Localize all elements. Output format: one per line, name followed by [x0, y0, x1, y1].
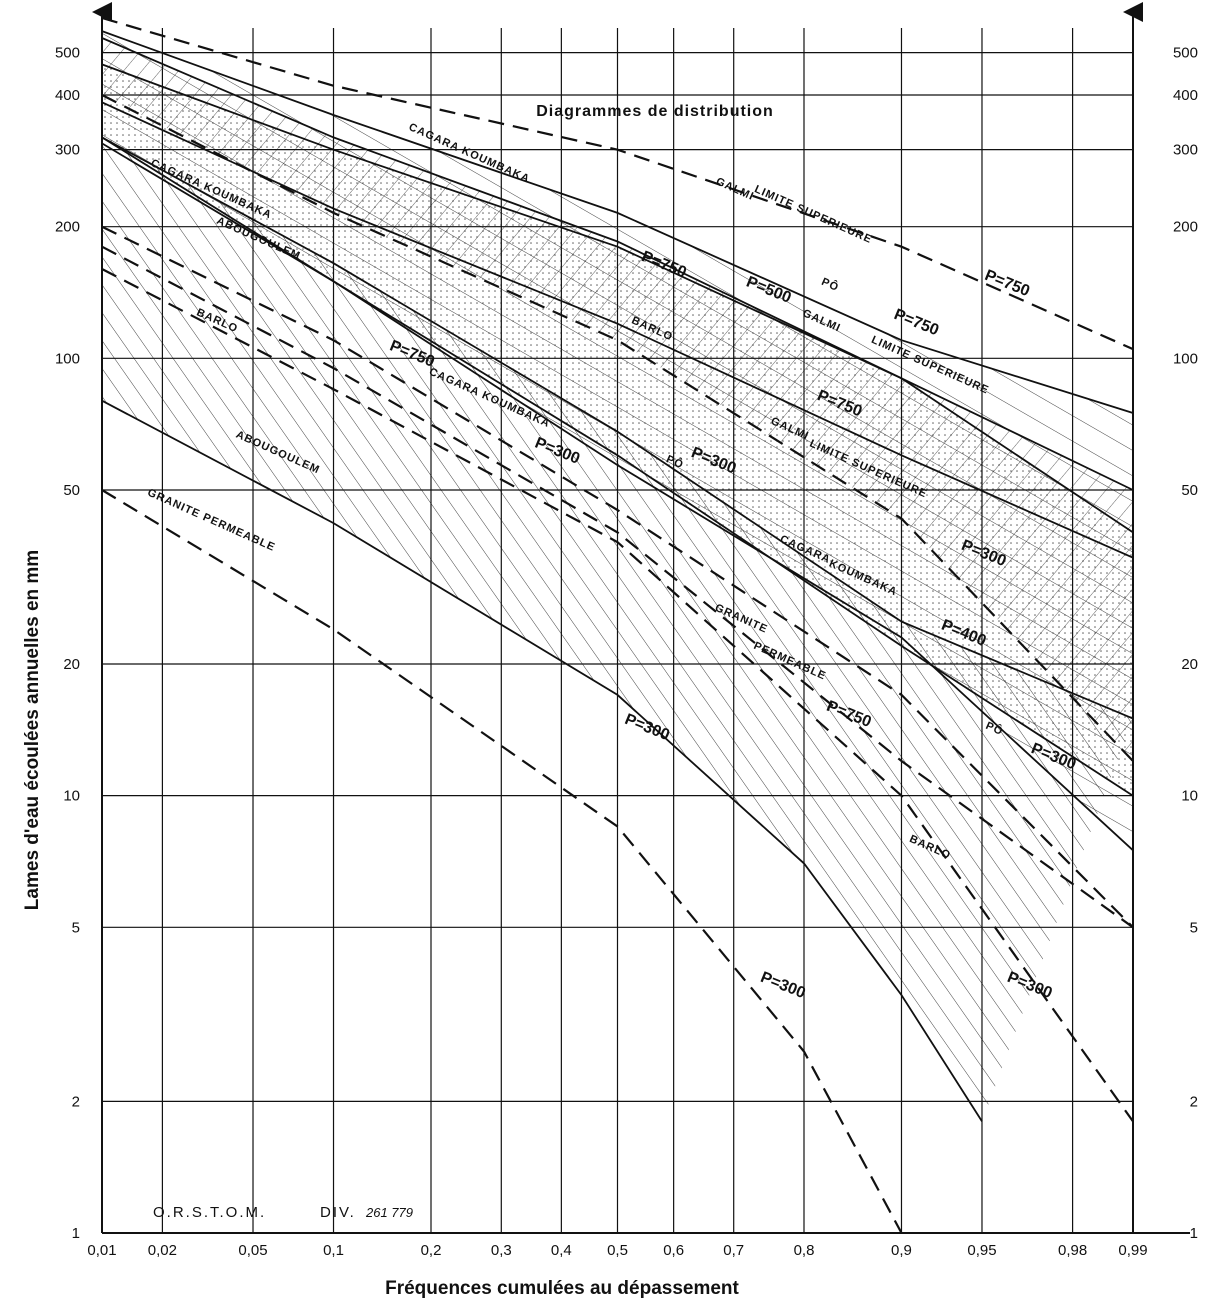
- y-tick-label-right: 20: [1181, 656, 1198, 673]
- y-tick-label-left: 500: [55, 45, 80, 62]
- y-tick-label-right: 1: [1190, 1225, 1198, 1242]
- x-tick-label: 0,99: [1118, 1242, 1147, 1259]
- curve-annotation: GRANITE PERMEABLE: [146, 487, 278, 554]
- series-line-7: [101, 30, 1134, 414]
- y-tick-label-left: 50: [63, 482, 80, 499]
- x-tick-label: 0,95: [967, 1242, 996, 1259]
- orstom-stamp: O.R.S.T.O.M. DIV. 261 779: [153, 1204, 413, 1221]
- y-tick-label-left: 10: [63, 788, 80, 805]
- y-tick-label-right: 10: [1181, 788, 1198, 805]
- series-line-14: [101, 489, 903, 1234]
- y-tick-label-left: 5: [72, 919, 80, 936]
- series-line-13: [101, 245, 1134, 929]
- y-tick-label-right: 5: [1190, 919, 1198, 936]
- x-tick-label: 0,6: [663, 1242, 684, 1259]
- series-line-10: [101, 268, 1134, 1123]
- stamp-ref: DIV.: [320, 1204, 356, 1221]
- x-tick-label: 0,1: [323, 1242, 344, 1259]
- y-tick-label-left: 400: [55, 87, 80, 104]
- x-tick-label: 0,7: [723, 1242, 744, 1259]
- curve-annotation: GALMI: [714, 176, 756, 203]
- y-tick-label-right: 100: [1173, 350, 1198, 367]
- x-tick-label: 0,9: [891, 1242, 912, 1259]
- stamp-ref-number: 261 779: [365, 1205, 413, 1220]
- x-tick-label: 0,5: [607, 1242, 628, 1259]
- curve-annotation: PÔ: [820, 275, 842, 294]
- x-tick-label: 0,3: [491, 1242, 512, 1259]
- x-tick-label: 0,2: [421, 1242, 442, 1259]
- x-tick-label: 0,02: [148, 1242, 177, 1259]
- y-tick-label-right: 2: [1190, 1093, 1198, 1110]
- curve-annotation: P=750: [982, 267, 1032, 300]
- y-tick-label-right: 500: [1173, 45, 1198, 62]
- y-tick-label-left: 2: [72, 1093, 80, 1110]
- series-line-4: [101, 63, 1134, 534]
- curve-annotation: P=300: [758, 969, 808, 1002]
- curve-annotation: P=750: [891, 306, 941, 339]
- series-line-1: [101, 16, 1134, 351]
- x-tick-label: 0,05: [238, 1242, 267, 1259]
- y-tick-label-right: 400: [1173, 87, 1198, 104]
- series-line-9: [101, 101, 1134, 559]
- x-tick-label: 0,4: [551, 1242, 572, 1259]
- y-tick-label-right: 200: [1173, 219, 1198, 236]
- y-tick-label-left: 100: [55, 350, 80, 367]
- x-tick-label: 0,98: [1058, 1242, 1087, 1259]
- x-tick-label: 0,8: [794, 1242, 815, 1259]
- series-line-6: [101, 225, 1134, 929]
- y-tick-label-left: 300: [55, 142, 80, 159]
- series-line-2: [101, 37, 1134, 491]
- series-group: [101, 16, 1134, 1234]
- x-tick-label: 0,01: [87, 1242, 116, 1259]
- series-line-11: [101, 136, 1134, 720]
- y-tick-label-left: 200: [55, 219, 80, 236]
- y-tick-label-left: 20: [63, 656, 80, 673]
- series-line-5: [101, 136, 1134, 797]
- y-tick-label-right: 50: [1181, 482, 1198, 499]
- x-axis-title: Fréquences cumulées au dépassement: [385, 1278, 739, 1299]
- y-tick-label-left: 1: [72, 1225, 80, 1242]
- series-line-12: [101, 399, 983, 1122]
- curve-annotation: LIMITE SUPERIEURE: [753, 183, 874, 246]
- stamp-org: O.R.S.T.O.M.: [153, 1204, 266, 1221]
- y-tick-label-right: 300: [1173, 142, 1198, 159]
- series-line-8: [101, 142, 1134, 851]
- y-axis-title: Lames d'eau écoulées annuelles en mm: [22, 550, 43, 910]
- chart-title: Diagrammes de distribution: [536, 103, 774, 120]
- axes: 0,01 0,02 0,05 0,1 0,2 0,3 0,4 0,5 0,6 0,7 0,8 0,9 0…: [55, 2, 1198, 1259]
